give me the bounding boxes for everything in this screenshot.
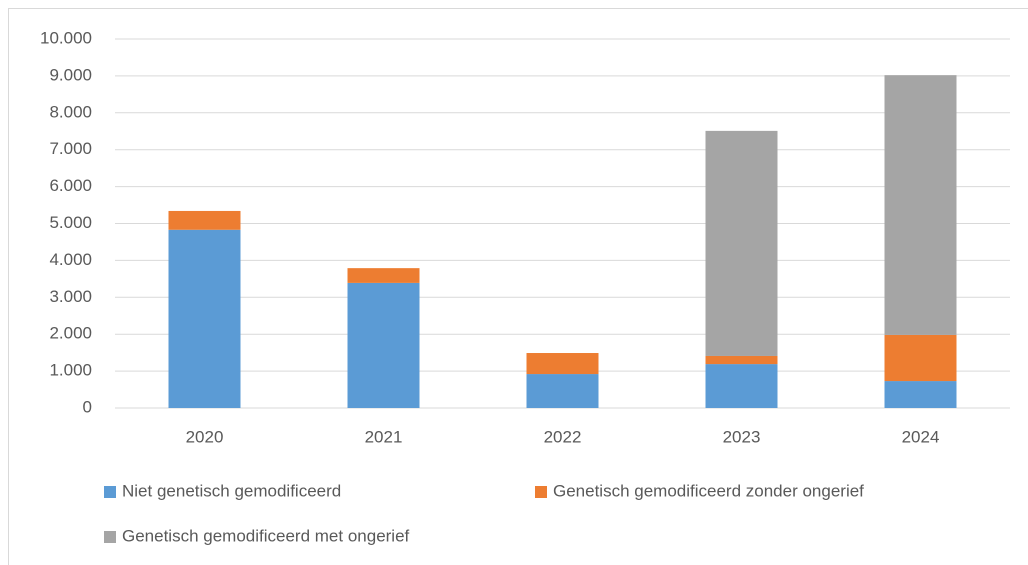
bar-segment [347,268,420,283]
legend-label: Genetisch gemodificeerd met ongerief [122,526,410,545]
bar-segment [526,374,599,408]
chart-frame [8,8,1028,565]
y-tick-label: 4.000 [49,250,92,269]
bar-segment [705,130,778,356]
y-tick-label: 2.000 [49,324,92,343]
y-tick-label: 8.000 [49,102,92,121]
bar-segment [347,282,420,408]
x-tick-label: 2020 [186,427,224,446]
bar-segment [705,355,778,365]
y-tick-label: 10.000 [40,28,92,47]
legend-swatch [535,486,547,498]
y-tick-label: 1.000 [49,361,92,380]
x-tick-label: 2022 [544,427,582,446]
x-tick-label: 2024 [902,427,940,446]
y-tick-label: 5.000 [49,213,92,232]
bar-segment [884,334,957,382]
y-tick-label: 6.000 [49,176,92,195]
legend-label: Genetisch gemodificeerd zonder ongerief [553,481,864,500]
bar-segment [526,353,599,375]
legend-swatch [104,486,116,498]
y-tick-label: 9.000 [49,65,92,84]
x-tick-label: 2021 [365,427,403,446]
legend-label: Niet genetisch gemodificeerd [122,481,341,500]
y-tick-label: 0 [83,397,92,416]
bar-segment [168,229,241,408]
bar-segment [884,381,957,408]
legend-swatch [104,531,116,543]
bar-segment [168,210,241,230]
bar-segment [705,364,778,408]
y-tick-label: 7.000 [49,139,92,158]
bar-segment [884,75,957,335]
y-tick-label: 3.000 [49,287,92,306]
x-tick-label: 2023 [723,427,761,446]
